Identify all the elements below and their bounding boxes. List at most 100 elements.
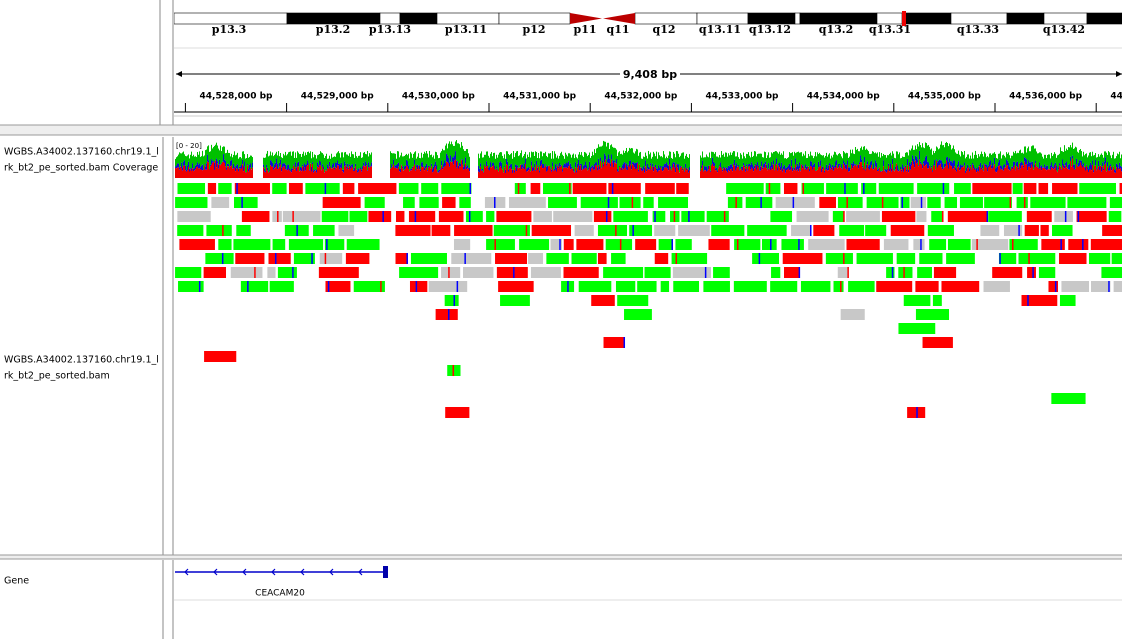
coverage-bar	[771, 152, 772, 162]
coverage-bar	[923, 161, 924, 164]
coverage-bar	[299, 171, 300, 178]
coverage-bar	[850, 169, 851, 178]
coverage-bar	[225, 153, 226, 161]
coverage-bar	[938, 160, 939, 166]
coverage-bar	[445, 165, 446, 178]
coverage-bar	[525, 163, 526, 178]
coverage-bar	[757, 165, 758, 178]
read-mismatch	[292, 211, 294, 222]
coverage-bar	[811, 161, 812, 167]
coverage-bar	[412, 166, 413, 169]
coverage-bar	[999, 159, 1000, 166]
coverage-bar	[307, 160, 308, 166]
read-mismatch	[916, 407, 918, 418]
coverage-bar	[1045, 167, 1046, 170]
coverage-bar	[852, 163, 853, 169]
read	[886, 267, 895, 278]
coverage-bar	[593, 155, 594, 167]
coverage-bar	[618, 171, 619, 178]
coverage-bar	[851, 153, 852, 164]
coverage-bar	[705, 157, 706, 167]
coverage-bar	[391, 164, 392, 168]
coverage-bar	[333, 163, 334, 168]
coverage-bar	[222, 147, 223, 162]
read-mismatch	[802, 183, 805, 194]
coverage-bar	[325, 156, 326, 170]
coverage-bar	[509, 165, 510, 169]
coverage-bar	[682, 170, 683, 178]
coverage-bar	[271, 166, 272, 178]
coverage-bar	[1099, 156, 1100, 167]
coverage-bar	[233, 154, 234, 164]
coverage-bar	[535, 170, 536, 172]
track-name[interactable]: Gene	[4, 576, 29, 587]
coverage-bar	[463, 149, 464, 167]
read	[272, 239, 286, 250]
coverage-bar	[756, 169, 757, 178]
coverage-bar	[847, 153, 848, 161]
coverage-bar	[447, 162, 448, 178]
coverage-bar	[266, 153, 267, 165]
coverage-bar	[447, 148, 448, 156]
coverage-bar	[762, 167, 763, 170]
coverage-bar	[484, 164, 485, 166]
coverage-bar	[282, 167, 283, 178]
read	[846, 211, 880, 222]
read-mismatch	[934, 337, 936, 348]
coverage-bar	[363, 152, 364, 163]
coverage-bar	[1101, 166, 1102, 172]
coverage-bar	[323, 166, 324, 170]
coverage-bar	[242, 151, 243, 160]
coverage-bar	[716, 167, 717, 171]
coverage-bar	[217, 161, 218, 164]
coverage-bar	[862, 167, 863, 178]
coverage-bar	[227, 166, 228, 178]
coverage-bar	[921, 163, 922, 165]
coverage-bar	[712, 163, 713, 178]
coverage-bar	[237, 164, 238, 169]
coverage-bar	[912, 160, 913, 178]
coverage-bar	[767, 155, 768, 170]
track-name[interactable]: rk_bt2_pe_sorted.bam	[4, 371, 110, 382]
coverage-bar	[1074, 164, 1075, 170]
gene-label[interactable]: CEACAM20	[255, 589, 305, 599]
coverage-bar	[574, 158, 575, 172]
coverage-bar	[902, 169, 903, 178]
coverage-bar	[1013, 161, 1014, 168]
coverage-bar	[1109, 152, 1110, 166]
coverage-bar	[437, 171, 438, 173]
coverage-bar	[729, 155, 730, 167]
coverage-bar	[763, 167, 764, 178]
coverage-bar	[221, 163, 222, 178]
read	[832, 211, 845, 222]
coverage-bar	[581, 152, 582, 165]
coverage-bar	[763, 157, 764, 165]
coverage-bar	[673, 162, 674, 165]
coverage-bar	[626, 163, 627, 170]
read	[445, 407, 470, 418]
coverage-bar	[917, 162, 918, 178]
read-mismatch	[999, 253, 1001, 264]
coverage-bar	[506, 151, 507, 159]
coverage-bar	[414, 159, 415, 165]
coverage-bar	[912, 155, 913, 161]
coverage-bar	[449, 166, 450, 178]
coverage-bar	[226, 152, 227, 168]
coverage-bar	[559, 162, 560, 167]
coverage-bar	[1063, 151, 1064, 164]
coverage-bar	[849, 156, 850, 168]
track-name[interactable]: WGBS.A34002.137160.chr19.1_l	[4, 355, 159, 366]
track-name[interactable]: rk_bt2_pe_sorted.bam Coverage	[4, 163, 158, 174]
coverage-bar	[757, 162, 758, 166]
coverage-bar	[1086, 165, 1087, 178]
coverage-bar	[974, 167, 975, 170]
gene-exon[interactable]	[383, 566, 388, 578]
coverage-bar	[345, 151, 346, 164]
coverage-bar	[325, 169, 326, 171]
coverage-bar	[979, 166, 980, 178]
coverage-bar	[854, 164, 855, 166]
track-name[interactable]: WGBS.A34002.137160.chr19.1_l	[4, 147, 159, 158]
band-label: p13.2	[316, 23, 350, 36]
coverage-bar	[435, 166, 436, 178]
coverage-bar	[187, 155, 188, 166]
